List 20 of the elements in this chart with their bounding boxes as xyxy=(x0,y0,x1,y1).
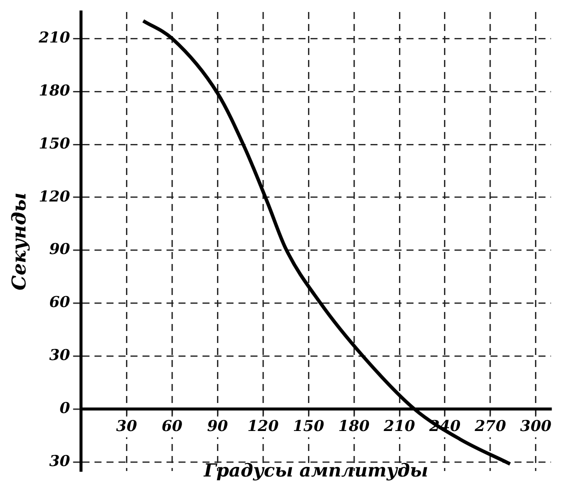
y-tick-label: 30 xyxy=(49,452,71,470)
x-tick-label: 30 xyxy=(116,417,138,436)
x-tick-label: 150 xyxy=(292,417,325,436)
y-tick-label: 210 xyxy=(38,28,71,46)
x-tick-label: 210 xyxy=(382,417,416,436)
y-tick-label: 60 xyxy=(49,293,71,312)
x-tick-label: 180 xyxy=(338,417,370,436)
x-axis-title: Градусы амплитуды xyxy=(202,460,428,482)
y-tick-label: 90 xyxy=(49,240,71,258)
y-axis-title: Секунды xyxy=(8,192,30,290)
x-tick-label: 300 xyxy=(520,417,552,436)
y-tick-label: 180 xyxy=(38,81,71,100)
y-tick-label: 0 xyxy=(60,399,71,418)
x-tick-label: 60 xyxy=(162,417,184,436)
y-tick-label: 150 xyxy=(38,134,71,152)
x-tick-label: 120 xyxy=(247,417,280,436)
x-tick-label: 90 xyxy=(207,417,229,436)
y-tick-label: 30 xyxy=(49,346,71,364)
y-tick-label: 120 xyxy=(38,187,71,206)
x-tick-label: 270 xyxy=(474,417,507,436)
